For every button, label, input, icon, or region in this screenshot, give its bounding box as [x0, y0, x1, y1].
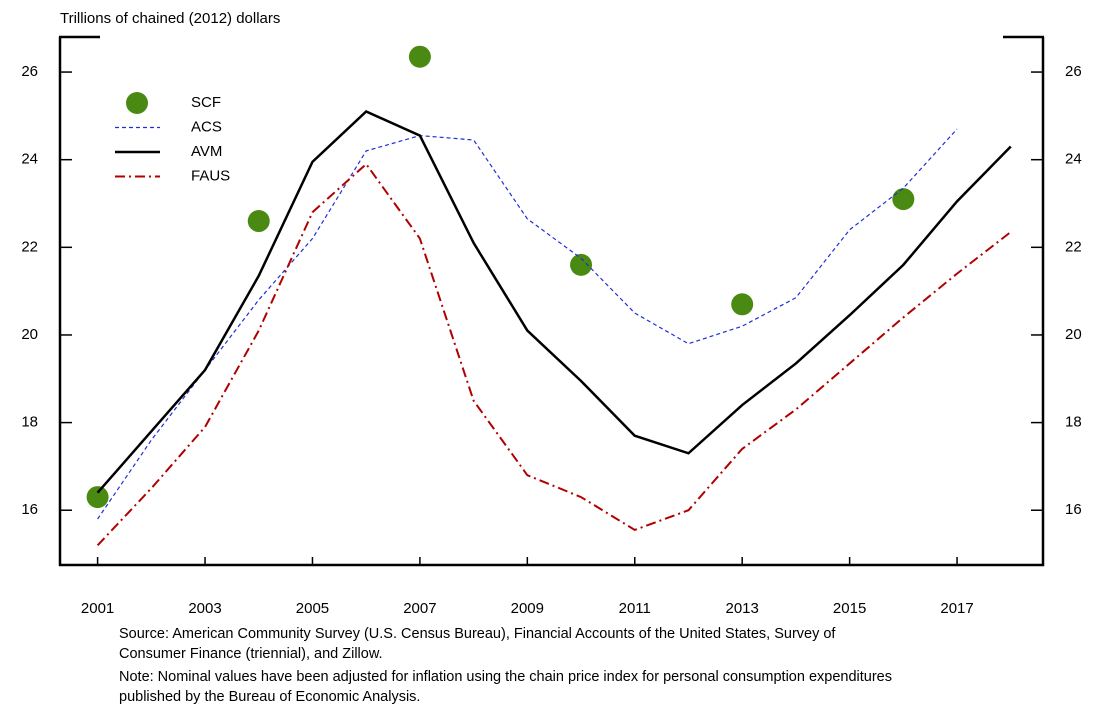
y-tick-label: 16 [21, 501, 38, 518]
scf-point [892, 188, 915, 211]
y-tick-label-right: 26 [1065, 63, 1082, 80]
x-tick-label: 2009 [511, 600, 544, 617]
y-tick-label: 26 [21, 63, 38, 80]
x-tick-label: 2007 [403, 600, 436, 617]
y-tick-label-right: 24 [1065, 151, 1082, 168]
note: published by the Bureau of Economic Anal… [119, 689, 420, 705]
y-tick-label: 22 [21, 238, 38, 255]
legend-label: SCF [191, 94, 221, 111]
y-tick-label-right: 18 [1065, 414, 1082, 431]
y-tick-label-right: 22 [1065, 238, 1082, 255]
y-tick-label: 24 [21, 151, 38, 168]
y-tick-label-right: 16 [1065, 501, 1082, 518]
note: Note: Nominal values have been adjusted … [119, 669, 892, 685]
axes [58, 35, 1045, 567]
legend-label: FAUS [191, 167, 230, 184]
x-tick-label: 2017 [940, 600, 973, 617]
source: Consumer Finance (triennial), and Zillow… [119, 646, 383, 662]
x-tick-label: 2011 [619, 600, 651, 617]
y-tick-label: 18 [21, 414, 38, 431]
scf-point [731, 293, 754, 316]
scf-point [570, 253, 593, 276]
legend-label: AVM [191, 143, 222, 160]
x-tick-label: 2001 [81, 600, 114, 617]
scf-point [86, 486, 109, 509]
legend-marker [126, 92, 148, 114]
y-tick-label-right: 20 [1065, 326, 1082, 343]
y-tick-label: 20 [21, 326, 38, 343]
y-axis-label: Trillions of chained (2012) dollars [60, 10, 280, 27]
x-tick-label: 2013 [726, 600, 759, 617]
series-line [96, 110, 1012, 494]
source: Source: American Community Survey (U.S. … [119, 626, 836, 642]
scf-point [247, 210, 270, 233]
series-line [96, 162, 1012, 546]
scf-point [408, 45, 431, 68]
x-tick-label: 2005 [296, 600, 329, 617]
series-line [97, 128, 958, 520]
x-tick-label: 2015 [833, 600, 866, 617]
x-tick-label: 2003 [188, 600, 221, 617]
legend-label: ACS [191, 118, 222, 135]
